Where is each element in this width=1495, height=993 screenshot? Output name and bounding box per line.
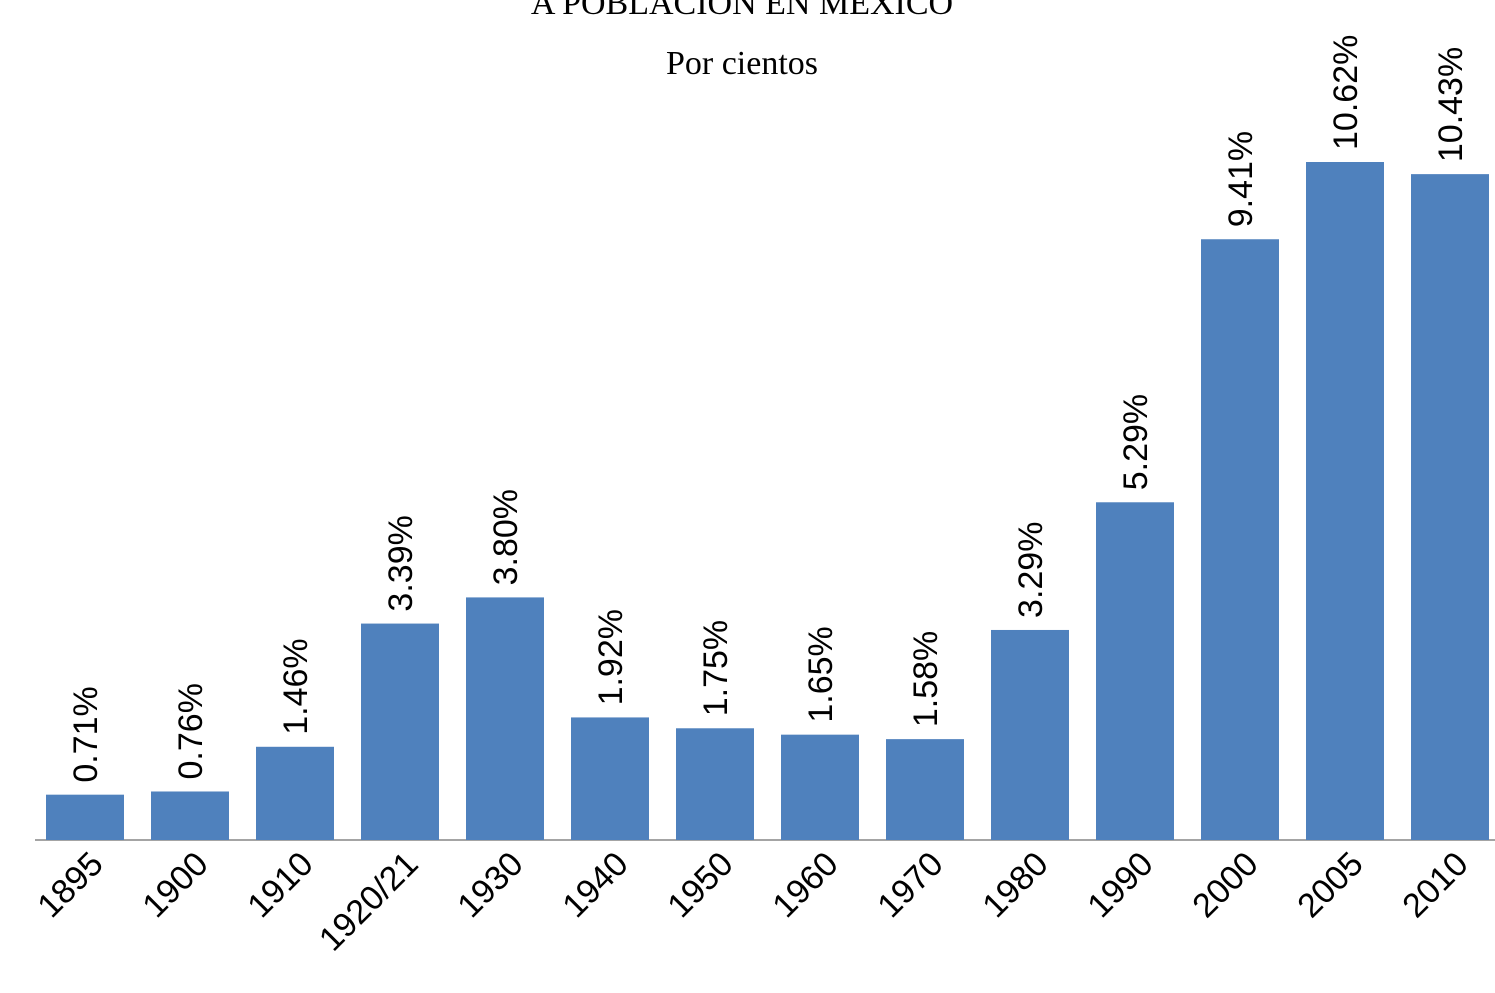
- x-tick-label: 1990: [1080, 845, 1160, 925]
- bar: [1201, 239, 1279, 840]
- value-label: 9.41%: [1222, 131, 1260, 227]
- value-label: 1.92%: [592, 609, 630, 705]
- x-tick-label: 1970: [870, 845, 950, 925]
- x-tick-label: 1930: [450, 845, 530, 925]
- x-tick-label: 1895: [30, 845, 110, 925]
- bar: [1411, 174, 1489, 840]
- value-label: 1.65%: [802, 626, 840, 722]
- bar: [781, 734, 859, 840]
- bar: [676, 728, 754, 840]
- chart-title: A POBLACIÓN EN MÉXICO: [531, 0, 953, 22]
- chart-subtitle: Por cientos: [666, 45, 818, 82]
- value-label: 10.43%: [1432, 47, 1470, 162]
- value-label: 3.29%: [1012, 522, 1050, 618]
- value-label: 5.29%: [1117, 394, 1155, 490]
- x-tick-label: 2005: [1290, 845, 1370, 925]
- bar: [256, 746, 334, 840]
- value-label: 3.80%: [487, 489, 525, 585]
- value-label: 1.75%: [697, 620, 735, 716]
- value-label: 1.46%: [277, 638, 315, 734]
- bar: [1306, 162, 1384, 840]
- x-tick-label: 1920/21: [312, 845, 426, 959]
- value-label: 0.71%: [67, 686, 105, 782]
- value-label: 0.76%: [172, 683, 210, 779]
- x-tick-label: 1980: [975, 845, 1055, 925]
- bar: [466, 597, 544, 840]
- bar: [991, 629, 1069, 840]
- x-tick-label: 2010: [1395, 845, 1475, 925]
- x-tick-label: 1960: [765, 845, 845, 925]
- bar: [571, 717, 649, 840]
- value-label: 3.39%: [382, 515, 420, 611]
- x-tick-label: 1900: [135, 845, 215, 925]
- x-tick-label: 1940: [555, 845, 635, 925]
- x-tick-label: 1910: [240, 845, 320, 925]
- bar: [361, 623, 439, 840]
- value-label: 10.62%: [1327, 35, 1365, 150]
- x-tick-label: 1950: [660, 845, 740, 925]
- bar: [46, 794, 124, 840]
- bar: [1096, 502, 1174, 840]
- x-tick-label: 2000: [1185, 845, 1265, 925]
- bar: [151, 791, 229, 840]
- value-label: 1.58%: [907, 631, 945, 727]
- bar: [886, 739, 964, 840]
